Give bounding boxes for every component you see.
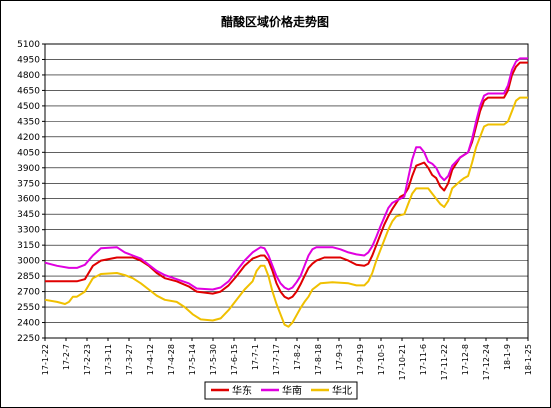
x-tick-label: 17-10-21 [398,344,407,380]
x-tick-label: 18-1-25 [524,344,533,375]
x-tick-label: 17-5-14 [188,344,197,375]
x-tick-label: 17-9-19 [356,344,365,375]
y-tick-label: 4050 [17,148,40,158]
x-tick-label: 17-7-1 [251,344,260,370]
x-tick-label: 17-1-22 [41,344,50,375]
y-tick-label: 3450 [17,210,40,220]
y-tick-label: 2850 [17,272,40,282]
y-tick-label: 3750 [17,179,40,189]
legend-box [204,381,358,400]
series-layer [44,57,528,328]
legend-label-2: 华南 [282,384,302,397]
x-tick-label: 17-10-5 [377,344,386,375]
x-tick-label: 17-4-12 [146,344,155,375]
x-tick-label: 17-2-23 [83,344,92,375]
y-tick-label: 4500 [17,102,40,112]
series-line-2 [44,57,528,291]
x-tick-label: 18-1-9 [503,344,512,370]
chart-title: 醋酸区域价格走势图 [221,14,329,29]
y-tick-label: 3600 [17,195,40,205]
x-tick-label: 17-6-15 [230,344,239,375]
x-tick-label: 17-8-18 [314,344,323,375]
y-tick-label: 2250 [17,334,40,344]
plot-area [44,43,529,339]
y-tick-label: 4200 [17,133,40,143]
x-tick-label: 17-8-2 [293,344,302,370]
x-tick-label: 17-9-3 [335,344,344,370]
legend-label-3: 华北 [332,384,352,397]
x-tick-label: 17-4-28 [167,344,176,375]
legend-label-1: 华东 [232,384,252,397]
y-tick-label: 2400 [17,319,40,329]
x-tick-label: 17-11-6 [419,344,428,375]
y-tick-label: 2700 [17,288,40,298]
y-tick-label: 4650 [17,86,40,96]
y-tick-label: 3150 [17,241,40,251]
series-line-3 [44,96,528,328]
y-tick-label: 2550 [17,303,40,313]
x-tick-label: 17-5-30 [209,344,218,375]
y-tick-label: 4800 [17,71,40,81]
x-tick-label: 17-11-22 [440,344,449,380]
y-tick-label: 3300 [17,226,40,236]
y-tick-label: 3000 [17,257,40,267]
x-tick-label: 17-7-17 [272,344,281,375]
x-tick-label: 17-12-24 [482,344,491,380]
y-axis-ticks: 2250 2400 2550 2700 2850 3000 3150 3300 3450 3600… [17,40,45,344]
x-tick-label: 17-3-27 [125,344,134,375]
x-axis-ticks: 17-1-22 17-2-7 17-2-23 17-3-11 17-3-27 17-4-1… [41,338,533,380]
grid-layer [45,59,528,323]
legend: 华东 华南 华北 [211,384,352,397]
y-tick-label: 4350 [17,117,40,127]
x-tick-label: 17-3-11 [104,344,113,375]
y-tick-label: 5100 [17,40,40,50]
x-tick-label: 17-12-8 [461,344,470,375]
y-tick-label: 4950 [17,55,40,65]
y-tick-label: 3900 [17,164,40,174]
x-tick-label: 17-2-7 [62,344,71,370]
